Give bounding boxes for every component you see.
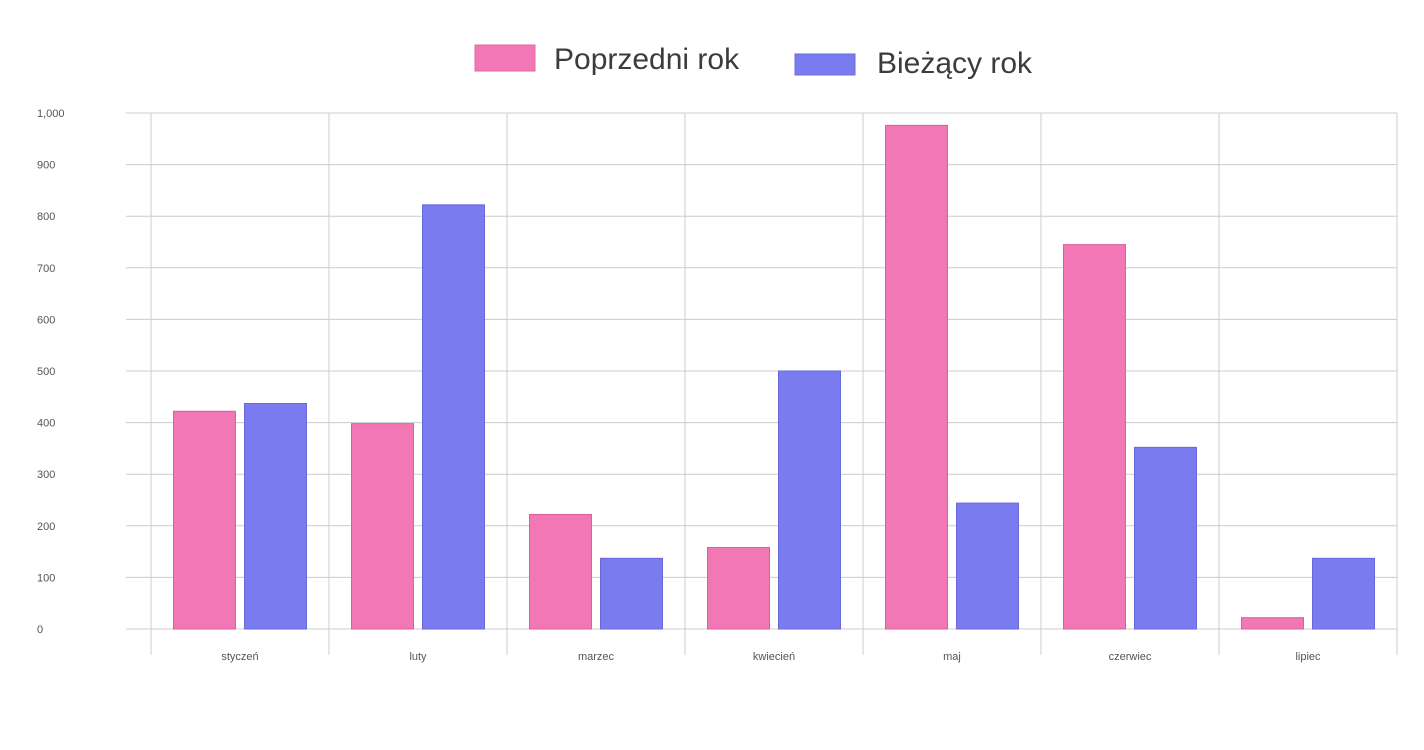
bar-current-year: [956, 502, 1019, 630]
chart-legend: Poprzedni rok Bieżący rok: [474, 43, 1033, 80]
bar-previous-year: [173, 410, 236, 630]
y-tick-label: 1,000: [37, 108, 65, 120]
bar-current-year: [1134, 446, 1197, 630]
y-tick-label: 400: [37, 418, 55, 430]
bar-current-year: [600, 557, 663, 630]
legend-label-current-year: Bieżący rok: [877, 47, 1033, 80]
chart-grid: [126, 112, 1398, 655]
x-axis-categories: styczeń luty marzec kwiecień maj czerwiec lipi…: [221, 651, 1321, 663]
bar-previous-year: [351, 423, 414, 630]
y-axis-ticks: 0 100 200 300 400 500 600 700 800 900 1,000: [37, 108, 65, 636]
y-tick-label: 0: [37, 624, 43, 636]
y-tick-label: 100: [37, 572, 55, 584]
bar-current-year: [1312, 557, 1375, 630]
bar-current-year: [422, 204, 485, 630]
y-tick-label: 300: [37, 469, 55, 481]
bar-previous-year: [707, 546, 770, 630]
x-category-label: styczeń: [221, 651, 258, 663]
y-tick-label: 800: [37, 211, 55, 223]
bar-previous-year: [885, 124, 948, 630]
legend-swatch-current-year: [794, 53, 856, 76]
x-category-label: maj: [943, 651, 961, 663]
y-tick-label: 900: [37, 160, 55, 172]
y-tick-label: 200: [37, 521, 55, 533]
x-category-label: marzec: [578, 651, 615, 663]
bar-previous-year: [529, 513, 592, 630]
y-tick-label: 500: [37, 366, 55, 378]
legend-label-previous-year: Poprzedni rok: [554, 43, 740, 76]
x-category-label: kwiecień: [753, 651, 795, 663]
bar-current-year: [778, 370, 841, 630]
y-tick-label: 700: [37, 263, 55, 275]
bar-current-year: [244, 403, 307, 630]
chart-bars: [173, 124, 1375, 630]
x-category-label: czerwiec: [1109, 651, 1152, 663]
x-category-label: lipiec: [1295, 651, 1321, 663]
bar-previous-year: [1063, 244, 1126, 630]
x-category-label: luty: [409, 651, 427, 663]
bar-previous-year: [1241, 617, 1304, 630]
legend-swatch-previous-year: [474, 44, 536, 72]
y-tick-label: 600: [37, 314, 55, 326]
